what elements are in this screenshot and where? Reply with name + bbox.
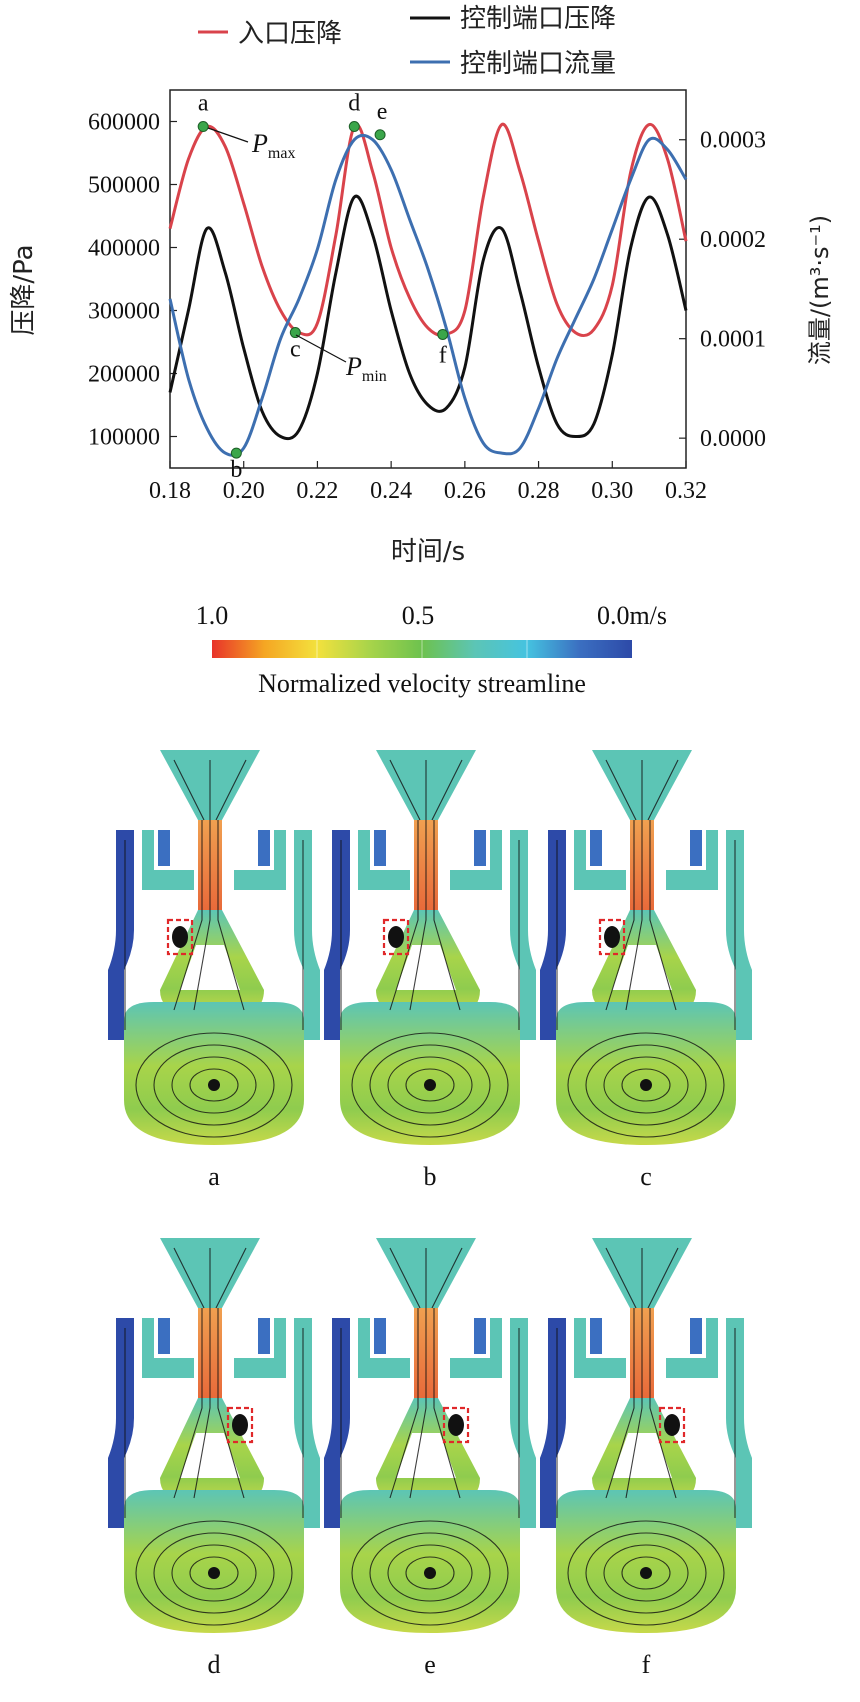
- streamline-panel-f: [526, 1228, 766, 1648]
- streamline-panel-a: [94, 740, 334, 1160]
- annotations: a b c d e f: [197, 91, 449, 483]
- point-label-d: d: [348, 91, 360, 117]
- chart: 入口压降 控制端口压降 控制端口流量 0.18 0.20 0.22 0.24 0.26 0…: [9, 4, 834, 567]
- legend: 入口压降 控制端口压降 控制端口流量: [198, 4, 616, 79]
- panel-label-a: a: [208, 1162, 220, 1191]
- x-tick-label: 0.22: [296, 478, 338, 504]
- plot-frame: [169, 89, 687, 469]
- point-marker-d: [348, 121, 360, 133]
- left-tick-label: 400000: [88, 236, 160, 262]
- left-tick-label: 500000: [88, 173, 160, 199]
- colorbar: 1.0 0.5 0.0m/s Normalized velocity strea…: [196, 601, 667, 698]
- point-label-c: c: [290, 337, 301, 363]
- legend-label-control-pressure: 控制端口压降: [460, 4, 616, 34]
- point-marker-f: [437, 328, 449, 340]
- series-line-0: [168, 123, 688, 338]
- x-tick-label: 0.24: [370, 478, 412, 504]
- x-tick-label: 0.18: [149, 478, 191, 504]
- series-line-2: [168, 133, 688, 457]
- point-label-b: b: [230, 457, 242, 483]
- point-label-e: e: [377, 99, 388, 125]
- legend-label-inlet: 入口压降: [238, 19, 342, 49]
- panel-label-d: d: [207, 1650, 221, 1679]
- x-axis-title: 时间/s: [391, 537, 465, 567]
- panel-label-e: e: [424, 1650, 436, 1679]
- point-marker-b: [230, 447, 242, 459]
- x-tick-label: 0.28: [518, 478, 560, 504]
- pmax-leader: [207, 127, 249, 143]
- streamline-panel-c: [526, 740, 766, 1160]
- right-tick-label: 0.0002: [700, 227, 766, 253]
- x-tick-label: 0.26: [444, 478, 486, 504]
- series-line-1: [168, 194, 688, 441]
- point-marker-e: [374, 129, 386, 141]
- x-axis-ticks: 0.18 0.20 0.22 0.24 0.26 0.28 0.30 0.32: [149, 461, 707, 504]
- right-tick-label: 0.0003: [700, 128, 766, 154]
- x-tick-label: 0.30: [591, 478, 633, 504]
- right-tick-label: 0.0001: [700, 327, 766, 353]
- left-axis-ticks: 100000 200000 300000 400000 500000 600000: [88, 110, 177, 451]
- left-tick-label: 100000: [88, 425, 160, 451]
- point-marker-c: [289, 327, 301, 339]
- colorbar-title: Normalized velocity streamline: [258, 669, 586, 698]
- legend-label-control-flow: 控制端口流量: [460, 49, 616, 79]
- y-axis-right-title: 流量/(m³·s⁻¹): [806, 215, 834, 365]
- left-tick-label: 200000: [88, 362, 160, 388]
- point-marker-a: [197, 121, 209, 133]
- point-label-a: a: [198, 91, 209, 117]
- pmax-label: Pmax: [251, 129, 295, 162]
- colorbar-tick-left: 1.0: [196, 601, 229, 630]
- streamline-panel-b: [310, 740, 550, 1160]
- panel-label-f: f: [641, 1650, 651, 1679]
- y-axis-left-title: 压降/Pa: [9, 244, 39, 335]
- streamline-panel-d: [94, 1228, 334, 1648]
- x-tick-label: 0.32: [665, 478, 707, 504]
- series-lines: [168, 123, 688, 457]
- colorbar-tick-mid: 0.5: [402, 601, 435, 630]
- x-tick-label: 0.20: [223, 478, 265, 504]
- panel-label-c: c: [640, 1162, 652, 1191]
- colorbar-tick-right: 0.0m/s: [597, 601, 667, 630]
- streamline-panel-e: [310, 1228, 550, 1648]
- point-label-f: f: [439, 342, 447, 368]
- left-tick-label: 600000: [88, 110, 160, 136]
- pmin-label: Pmin: [345, 352, 387, 385]
- right-tick-label: 0.0000: [700, 426, 766, 452]
- pmin-leader: [295, 334, 347, 363]
- left-tick-label: 300000: [88, 299, 160, 325]
- right-axis-ticks: 0.0000 0.0001 0.0002 0.0003: [679, 128, 766, 452]
- panel-label-b: b: [423, 1162, 437, 1191]
